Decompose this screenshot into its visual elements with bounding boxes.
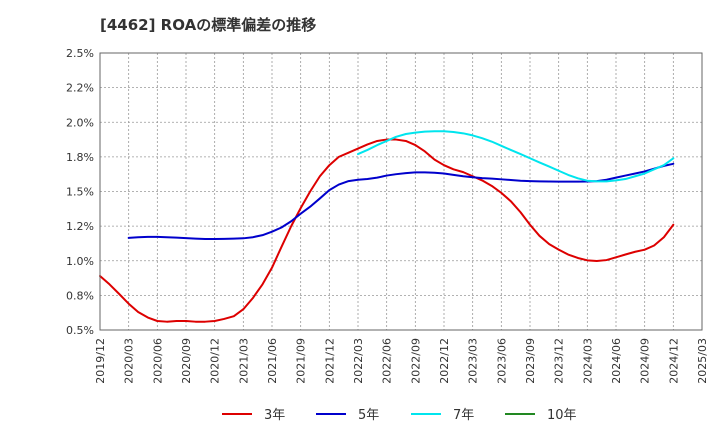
x-tick-label: 2022/03 — [352, 338, 365, 384]
legend-label: 3年 — [264, 408, 285, 423]
x-tick-label: 2024/09 — [639, 338, 652, 384]
x-tick-label: 2023/03 — [467, 338, 480, 384]
x-tick-label: 2022/06 — [381, 338, 394, 384]
y-tick-label: 2.2% — [66, 82, 94, 95]
x-axis-ticks: 2019/12 2020/03 2020/06 2020/09 2020/12 2021/… — [94, 338, 709, 384]
series-line-3 — [357, 130, 675, 183]
y-tick-label: 1.5% — [66, 186, 94, 199]
x-tick-label: 2020/03 — [123, 338, 136, 384]
x-tick-label: 2020/09 — [180, 338, 193, 384]
legend-label: 7年 — [453, 408, 474, 423]
x-tick-label: 2022/12 — [438, 338, 451, 384]
legend-label: 10年 — [547, 408, 577, 423]
x-tick-label: 2021/03 — [237, 338, 250, 384]
x-tick-label: 2020/06 — [151, 338, 164, 384]
plot-border — [99, 52, 703, 331]
x-tick-label: 2023/09 — [524, 338, 537, 384]
x-tick-label: 2024/06 — [610, 338, 623, 384]
x-tick-label: 2025/03 — [696, 338, 709, 384]
y-axis-ticks: 0.5% 0.8% 1.0% 1.2% 1.5% 1.8% 2.0% 2.2% 2.5% — [66, 47, 94, 337]
x-tick-label: 2023/12 — [553, 338, 566, 384]
y-tick-label: 2.0% — [66, 116, 94, 129]
plot-frame — [99, 52, 703, 331]
legend: 3年 5年 7年 10年 — [222, 408, 577, 423]
chart-title: [4462] ROAの標準偏差の推移 — [100, 16, 317, 34]
series-line-2 — [127, 162, 675, 241]
y-tick-label: 0.5% — [66, 324, 94, 337]
legend-label: 5年 — [358, 408, 379, 423]
y-tick-label: 0.8% — [66, 289, 94, 302]
x-tick-label: 2024/12 — [667, 338, 680, 384]
x-tick-label: 2021/12 — [323, 338, 336, 384]
x-tick-label: 2023/06 — [495, 338, 508, 384]
x-tick-label: 2019/12 — [94, 338, 107, 384]
x-tick-label: 2021/09 — [295, 338, 308, 384]
x-tick-label: 2020/12 — [209, 338, 222, 384]
x-tick-label: 2021/06 — [266, 338, 279, 384]
series-layer — [99, 130, 675, 323]
y-tick-label: 1.2% — [66, 220, 94, 233]
x-tick-label: 2022/09 — [409, 338, 422, 384]
y-tick-label: 1.8% — [66, 151, 94, 164]
series-line-1 — [99, 138, 675, 323]
x-tick-label: 2024/03 — [581, 338, 594, 384]
y-tick-label: 2.5% — [66, 47, 94, 60]
y-tick-label: 1.0% — [66, 255, 94, 268]
